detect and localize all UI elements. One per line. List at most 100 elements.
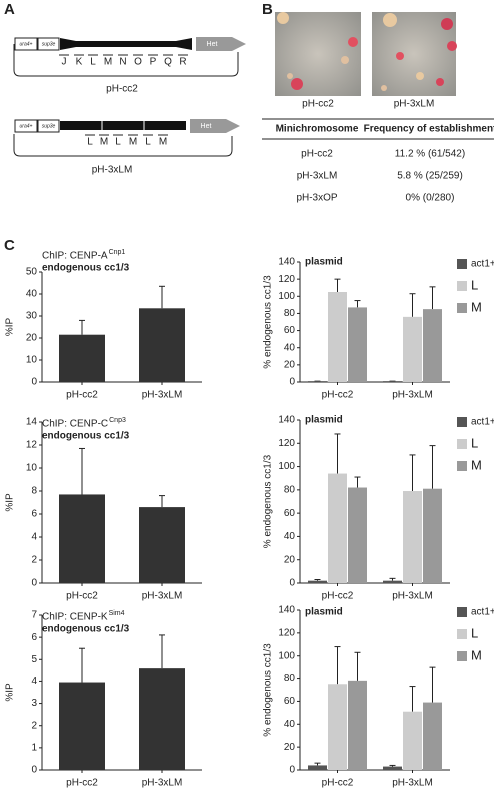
segment-label: M bbox=[129, 137, 137, 148]
legend-label: M bbox=[471, 299, 482, 314]
y-tick-label: 40 bbox=[284, 342, 296, 353]
bar bbox=[328, 473, 347, 583]
bar-chart: 0 10 20 30 40 50 %IP ChIP: CENP-A Cnp1 endogenous… bbox=[5, 249, 202, 401]
colony bbox=[287, 73, 293, 79]
y-tick-label: 0 bbox=[289, 377, 295, 388]
marker-label: sup3e bbox=[42, 41, 56, 47]
bar-chart: 0 20 40 60 80 100 120 140 % endogenous cc1/3 plas… bbox=[263, 605, 494, 789]
panel-label: A bbox=[4, 1, 15, 18]
marker-box bbox=[37, 37, 60, 51]
chart-subtitle: endogenous cc1/3 bbox=[42, 624, 130, 635]
bar bbox=[403, 711, 422, 770]
segment-label: L bbox=[115, 137, 121, 148]
segment-label: O bbox=[134, 57, 142, 68]
y-tick-label: 80 bbox=[284, 673, 296, 684]
bar bbox=[383, 766, 402, 770]
y-tick-label: 1 bbox=[31, 742, 37, 753]
legend-label: L bbox=[471, 277, 478, 292]
y-axis-label: % endogenous cc1/3 bbox=[263, 643, 274, 737]
bar bbox=[308, 580, 327, 583]
segment-label: M bbox=[104, 57, 112, 68]
legend-label: act1+ bbox=[471, 607, 494, 618]
chart-title: ChIP: CENP-C bbox=[42, 419, 108, 430]
y-tick-label: 100 bbox=[278, 650, 295, 661]
y-tick-label: 6 bbox=[31, 632, 37, 643]
table-cell: 5.8 % (25/259) bbox=[397, 171, 463, 182]
y-tick-label: 60 bbox=[284, 325, 296, 336]
panel-label: C bbox=[4, 237, 15, 254]
title-superscript: Cnp3 bbox=[109, 417, 126, 424]
y-tick-label: 20 bbox=[26, 333, 38, 344]
y-tick-label: 3 bbox=[31, 698, 37, 709]
y-tick-label: 60 bbox=[284, 508, 296, 519]
x-tick-label: pH-3xLM bbox=[142, 591, 183, 602]
plasmid-diagram: ura4+ sup3e Het pH-cc2 bbox=[13, 37, 246, 95]
bar bbox=[308, 381, 327, 382]
segment-label: K bbox=[76, 57, 83, 68]
legend-label: L bbox=[471, 435, 478, 450]
bar-chart: 0 2 4 6 8 10 12 14 %IP ChIP: CENP-C Cnp3 endogenous… bbox=[5, 417, 202, 602]
colony bbox=[447, 41, 457, 51]
photo-label: pH-3xLM bbox=[394, 99, 435, 110]
table-cell: pH-cc2 bbox=[301, 149, 333, 160]
bar bbox=[348, 680, 367, 770]
y-tick-label: 40 bbox=[284, 531, 296, 542]
plasmid-name: pH-cc2 bbox=[106, 84, 138, 95]
x-tick-label: pH-cc2 bbox=[322, 390, 354, 401]
bar bbox=[308, 765, 327, 770]
bar bbox=[59, 334, 105, 382]
segment-label: N bbox=[119, 57, 126, 68]
y-tick-label: 4 bbox=[31, 676, 37, 687]
plasmid-outline bbox=[13, 134, 233, 157]
het-arrow bbox=[190, 119, 240, 133]
marker-label: ura4+ bbox=[20, 123, 33, 129]
bar bbox=[59, 494, 105, 583]
marker-box bbox=[14, 37, 38, 51]
y-tick-label: 80 bbox=[284, 308, 296, 319]
segment-label: L bbox=[145, 137, 151, 148]
bar bbox=[328, 684, 347, 770]
plate-photos: pH-cc2 pH-3xLM bbox=[275, 12, 457, 110]
y-axis-label: %IP bbox=[5, 318, 16, 337]
bar-chart: 0 20 40 60 80 100 120 140 % endogenous cc1/3 plas… bbox=[263, 415, 494, 602]
chart-subtitle: endogenous cc1/3 bbox=[42, 431, 130, 442]
table-header: Frequency of establishment bbox=[364, 124, 494, 135]
colony bbox=[441, 18, 453, 30]
bar bbox=[139, 668, 185, 770]
legend-swatch bbox=[457, 303, 467, 313]
y-tick-label: 2 bbox=[31, 720, 37, 731]
marker-label: ura4+ bbox=[20, 41, 33, 47]
chart-subtitle: plasmid bbox=[305, 257, 343, 268]
table-header: Minichromosome bbox=[276, 124, 359, 135]
bar bbox=[139, 308, 185, 382]
x-tick-label: pH-3xLM bbox=[392, 778, 433, 789]
x-tick-label: pH-3xLM bbox=[392, 390, 433, 401]
chart-subtitle: plasmid bbox=[305, 607, 343, 618]
segment-label: R bbox=[179, 57, 186, 68]
bar bbox=[383, 381, 402, 382]
legend-label: M bbox=[471, 457, 482, 472]
plasmid-diagram: ura4+ sup3e Het pH-3xLM bbox=[13, 119, 240, 176]
y-tick-label: 0 bbox=[31, 578, 37, 589]
colony bbox=[416, 72, 424, 80]
bar bbox=[423, 488, 442, 583]
y-tick-label: 10 bbox=[26, 463, 38, 474]
segment-label: J bbox=[62, 57, 67, 68]
legend-label: act1+ bbox=[471, 259, 494, 270]
y-tick-label: 6 bbox=[31, 509, 37, 520]
x-tick-label: pH-cc2 bbox=[66, 778, 98, 789]
y-tick-label: 60 bbox=[284, 696, 296, 707]
colony bbox=[291, 78, 303, 90]
y-tick-label: 100 bbox=[278, 461, 295, 472]
y-tick-label: 40 bbox=[284, 719, 296, 730]
segment-label: P bbox=[150, 57, 157, 68]
y-tick-label: 12 bbox=[26, 440, 38, 451]
legend-swatch bbox=[457, 629, 467, 639]
bar bbox=[423, 309, 442, 382]
legend-label: M bbox=[471, 647, 482, 662]
y-tick-label: 0 bbox=[31, 377, 37, 388]
x-tick-label: pH-cc2 bbox=[322, 591, 354, 602]
y-tick-label: 2 bbox=[31, 555, 37, 566]
y-tick-label: 4 bbox=[31, 532, 37, 543]
bar bbox=[423, 702, 442, 770]
